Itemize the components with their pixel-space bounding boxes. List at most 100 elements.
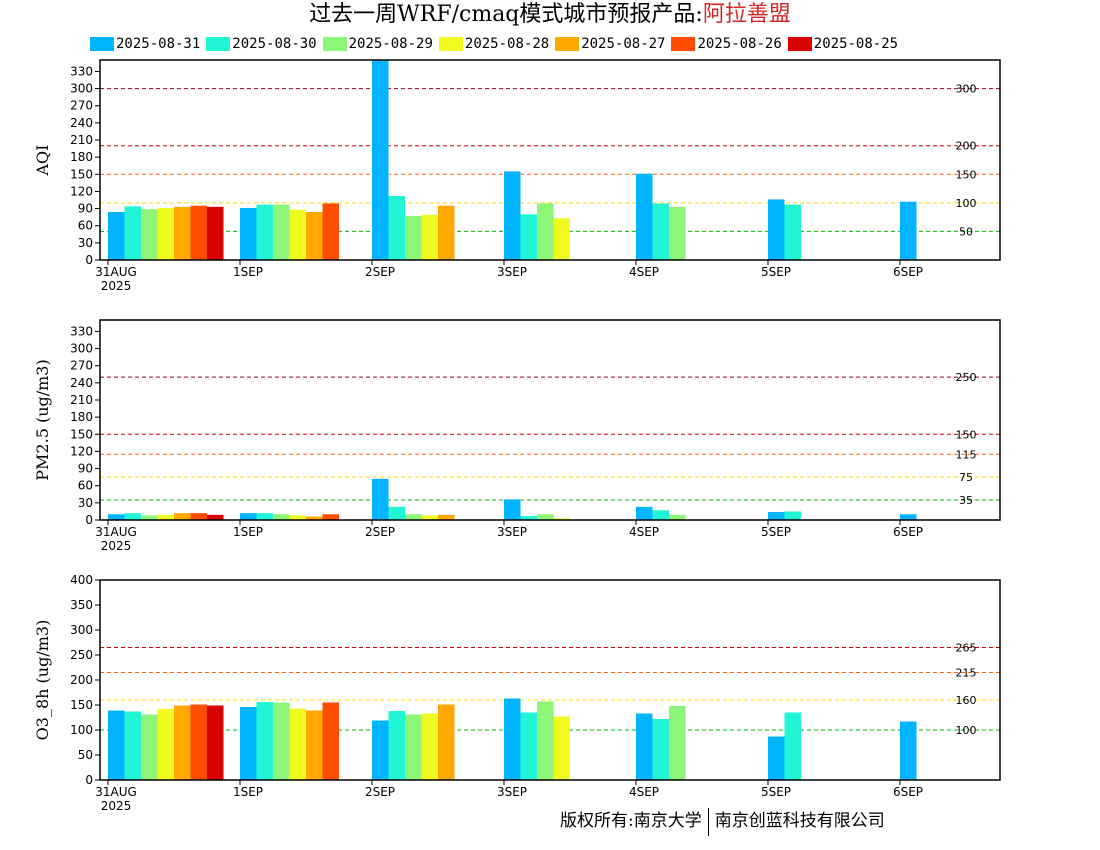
y-tick-label: 270 <box>70 99 93 113</box>
bar <box>520 214 537 260</box>
bar <box>190 704 207 780</box>
legend-swatch <box>90 37 114 51</box>
bar <box>108 710 125 780</box>
legend-label: 2025-08-26 <box>697 36 782 52</box>
bar <box>784 204 801 260</box>
y-tick-label: 120 <box>70 184 93 198</box>
y-tick-label: 150 <box>70 427 93 441</box>
x-tick-label: 5SEP <box>761 265 791 279</box>
bar <box>405 514 422 520</box>
reference-line-label: 300 <box>956 83 977 96</box>
reference-line-label: 215 <box>956 667 977 680</box>
legend-label: 2025-08-27 <box>581 36 666 52</box>
bar <box>652 719 669 780</box>
bar <box>553 518 570 520</box>
y-tick-label: 200 <box>70 673 93 687</box>
bar <box>372 478 389 520</box>
bar <box>388 506 405 520</box>
legend-swatch <box>206 37 231 51</box>
y-tick-label: 150 <box>70 167 93 181</box>
y-tick-label: 400 <box>70 573 93 587</box>
bar <box>669 706 686 780</box>
y-tick-label: 50 <box>78 748 93 762</box>
bar <box>174 513 191 520</box>
y-tick-label: 300 <box>70 82 93 96</box>
reference-line-label: 75 <box>959 471 973 484</box>
legend-label: 2025-08-31 <box>116 36 201 52</box>
x-tick-label: 6SEP <box>893 265 923 279</box>
bar <box>108 514 125 520</box>
legend-swatch <box>787 37 812 51</box>
bar <box>900 514 917 520</box>
x-tick-label: 31AUG <box>95 525 137 539</box>
bar <box>124 206 141 260</box>
legend-label: 2025-08-28 <box>464 36 550 52</box>
bar <box>388 196 405 260</box>
bar <box>900 721 917 780</box>
y-tick-label: 330 <box>70 324 93 338</box>
y-tick-label: 330 <box>70 64 93 78</box>
reference-line-label: 115 <box>956 448 977 461</box>
bar <box>141 515 158 520</box>
bar <box>537 514 554 520</box>
bar <box>306 516 323 520</box>
bar <box>157 709 174 780</box>
reference-line-label: 250 <box>956 371 977 384</box>
reference-line-label: 100 <box>956 724 977 737</box>
y-tick-label: 300 <box>70 623 93 637</box>
bar <box>289 515 306 520</box>
x-tick-label: 31AUG <box>95 785 137 799</box>
x-tick-label: 2SEP <box>365 265 395 279</box>
reference-line-label: 160 <box>956 694 977 707</box>
bar <box>273 204 290 260</box>
bar <box>636 506 653 520</box>
x-year-label: 2025 <box>101 279 132 293</box>
bar <box>520 712 537 780</box>
bar <box>553 218 570 260</box>
legend-item: 2025-08-25 <box>787 35 899 53</box>
y-tick-label: 240 <box>70 116 93 130</box>
bar <box>421 515 438 520</box>
bar <box>124 711 141 780</box>
bar <box>784 511 801 520</box>
bar <box>669 206 686 260</box>
bar <box>207 514 224 520</box>
x-tick-label: 5SEP <box>761 785 791 799</box>
bar <box>306 710 323 780</box>
reference-line-label: 50 <box>959 225 973 238</box>
bar <box>240 707 257 780</box>
bar <box>322 514 339 520</box>
legend-label: 2025-08-29 <box>348 36 433 52</box>
bar <box>273 702 290 780</box>
bar <box>372 60 389 260</box>
legend-item: 2025-08-30 <box>206 35 317 53</box>
legend-item: 2025-08-29 <box>322 35 433 53</box>
chart-panel: 300 200 150 100 50 0 30 60 90 120 150 180 210 240 270 3… <box>33 59 1001 293</box>
legend-swatch <box>671 37 696 51</box>
bar <box>768 199 785 260</box>
bar <box>322 203 339 260</box>
chart-panel: 265 215 160 100 0 50 100 150 200 250 300 350 400 31AU… <box>33 573 1001 813</box>
y-tick-label: 240 <box>70 376 93 390</box>
y-tick-label: 0 <box>85 253 93 267</box>
legend-label: 2025-08-25 <box>813 36 899 52</box>
bar <box>553 716 570 780</box>
y-tick-label: 0 <box>85 513 93 527</box>
bar <box>421 214 438 260</box>
bar <box>768 512 785 520</box>
y-tick-label: 210 <box>70 133 93 147</box>
bar <box>438 514 455 520</box>
bar <box>256 513 273 520</box>
bar <box>652 203 669 260</box>
legend-swatch <box>322 37 347 51</box>
x-tick-label: 2SEP <box>365 525 395 539</box>
bar <box>273 514 290 520</box>
bar <box>372 720 389 780</box>
bar <box>190 513 207 520</box>
x-tick-label: 6SEP <box>893 785 923 799</box>
copyright-left: 版权所有:南京大学 <box>560 811 702 831</box>
bar <box>108 212 125 260</box>
bar <box>240 513 257 520</box>
bar <box>157 514 174 520</box>
bar <box>537 701 554 780</box>
